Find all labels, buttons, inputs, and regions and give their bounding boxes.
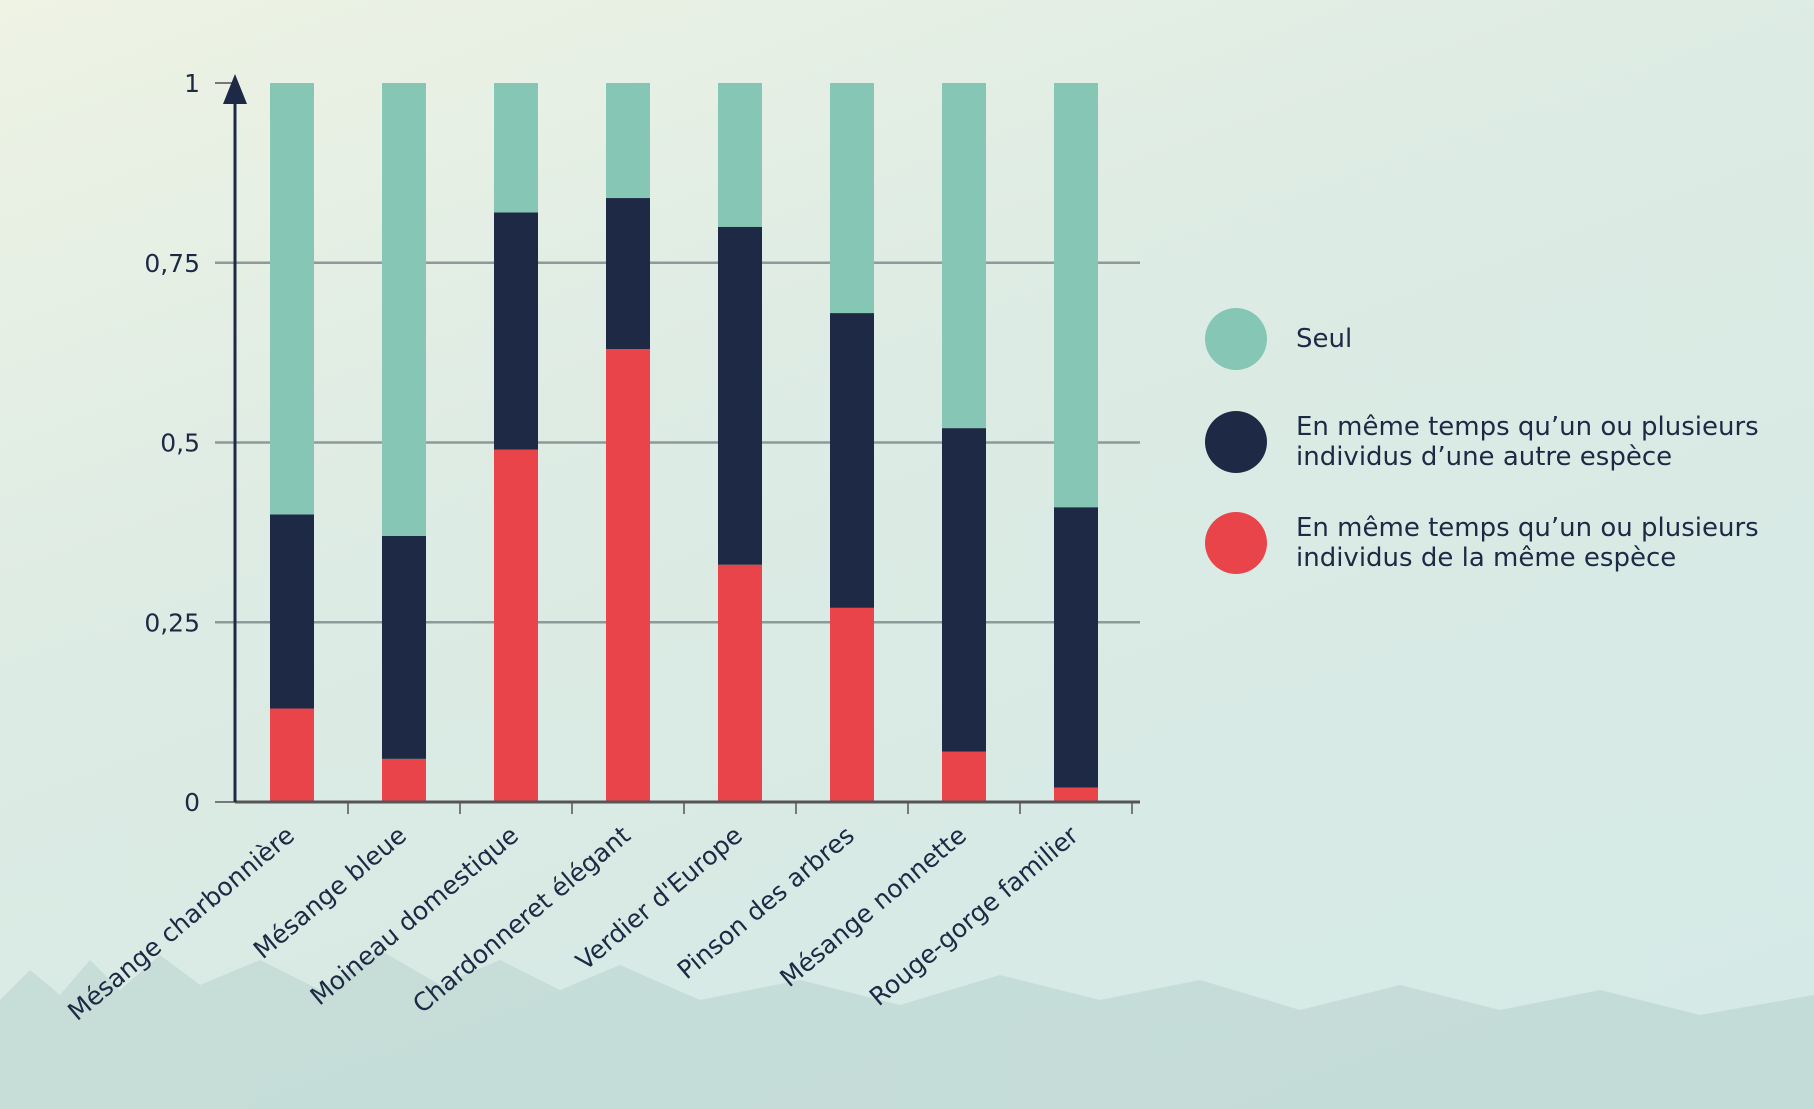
tree-silhouette: [0, 950, 1814, 1109]
bar-segment: [830, 313, 874, 608]
bar-segment: [270, 514, 314, 709]
x-tick-label: Mésange nonnette: [774, 820, 972, 992]
bar-segment: [494, 83, 538, 213]
bar-segment: [942, 83, 986, 429]
y-tick-label: 1: [184, 69, 200, 98]
legend-label: En même temps qu’un ou plusieurs individ…: [1296, 412, 1759, 472]
bar-segment: [606, 83, 650, 199]
bar-segment: [606, 198, 650, 350]
bar-segment: [494, 449, 538, 802]
legend-swatch: [1205, 512, 1267, 574]
y-tick-label: 0: [184, 788, 200, 817]
bar-segment: [718, 83, 762, 227]
y-tick-label: 0,5: [160, 429, 200, 458]
legend-label: En même temps qu’un ou plusieurs individ…: [1296, 513, 1759, 573]
legend-swatch: [1205, 308, 1267, 370]
bar-segment: [830, 83, 874, 314]
bar-segment: [494, 212, 538, 450]
legend-label: Seul: [1296, 324, 1353, 354]
bar-segment: [1054, 83, 1098, 508]
legend-swatch: [1205, 411, 1267, 473]
y-axis-arrow: [223, 74, 247, 104]
bar-segment: [942, 751, 986, 802]
bar-segment: [382, 83, 426, 536]
bar-segment: [718, 564, 762, 802]
bar-segment: [1054, 507, 1098, 788]
bar-segment: [830, 607, 874, 802]
bar-segment: [270, 83, 314, 515]
bar-segment: [606, 349, 650, 802]
bar-segment: [382, 758, 426, 802]
bar-segment: [270, 708, 314, 802]
bar-segment: [718, 226, 762, 565]
y-tick-label: 0,25: [144, 608, 200, 637]
bar-segment: [382, 535, 426, 759]
y-tick-label: 0,75: [144, 249, 200, 278]
bar-segment: [942, 428, 986, 752]
bar-segment: [1054, 787, 1098, 802]
